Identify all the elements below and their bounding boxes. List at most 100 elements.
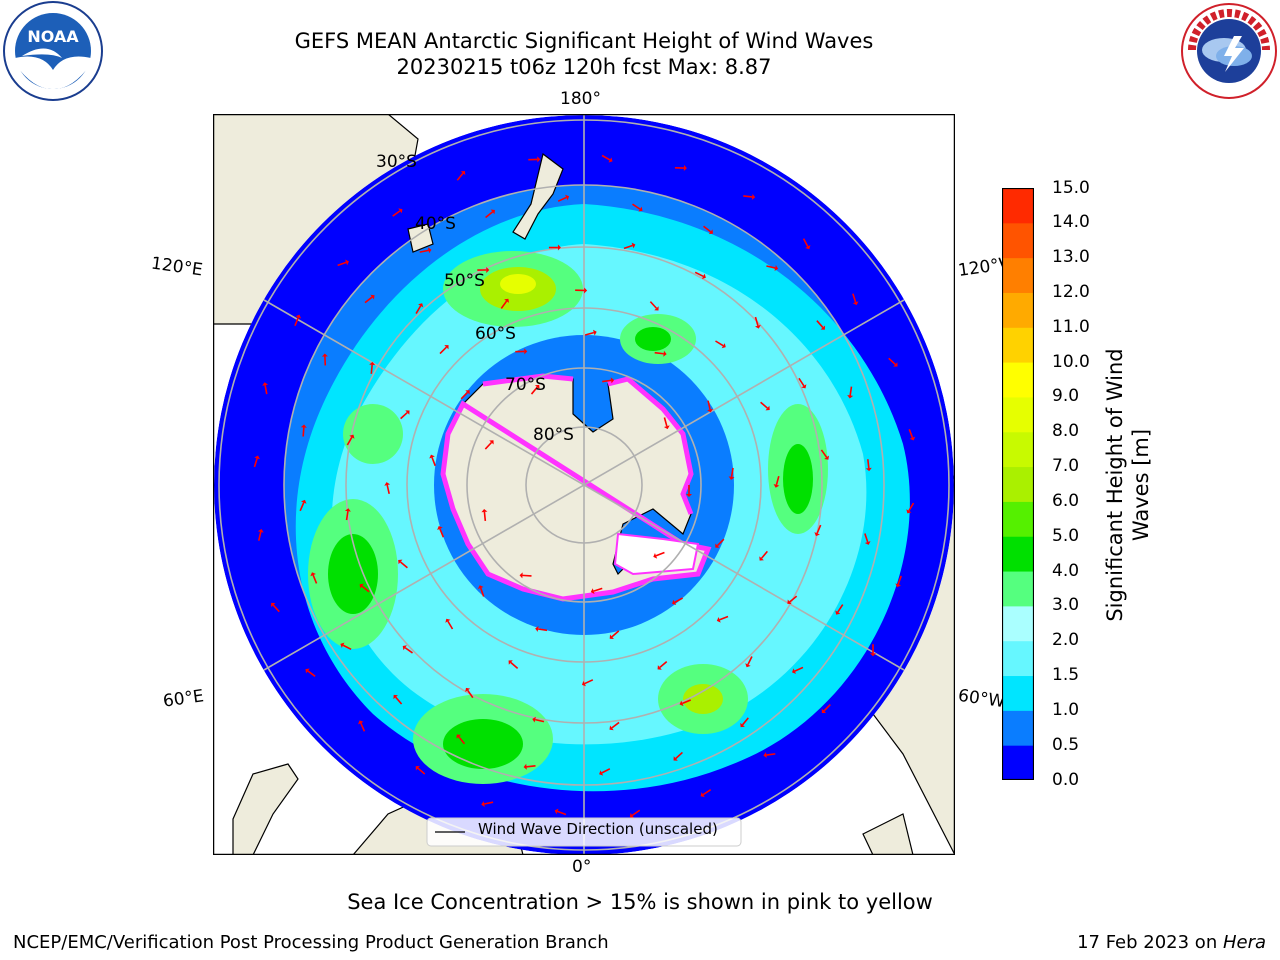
wave-direction-arrowhead: [300, 424, 307, 428]
footer-date: 17 Feb 2023 on Hera: [1077, 932, 1266, 953]
wave-direction-arrowhead: [537, 156, 541, 163]
colorbar-band: [1002, 292, 1034, 328]
lat-label-30s: 30°S: [376, 152, 417, 172]
wave-direction-arrowhead: [721, 343, 726, 349]
sea-ice-caption: Sea Ice Concentration > 15% is shown in …: [347, 890, 933, 914]
wave-direction-arrow: [361, 585, 370, 593]
chart-subtitle: 20230215 t06z 120h fcst Max: 8.87: [396, 55, 772, 79]
chart-title: GEFS MEAN Antarctic Significant Height o…: [294, 29, 874, 53]
wave-direction-arrow: [415, 305, 422, 314]
wave-direction-arrow: [526, 765, 536, 768]
wave-direction-arrow: [789, 595, 798, 603]
wave-direction-arrowhead: [805, 245, 811, 250]
wave-direction-arrowhead: [893, 362, 898, 367]
wave-direction-arrowhead: [534, 384, 540, 390]
colorbar-band: [1002, 188, 1034, 224]
wave-direction-arrow: [447, 620, 454, 630]
wave-direction-arrowhead: [444, 345, 449, 350]
legend-text: Wind Wave Direction (unscaled): [478, 820, 718, 838]
wave-direction-arrowhead: [673, 756, 678, 761]
wave-direction-arrow: [460, 391, 469, 400]
wave-direction-arrowhead: [489, 440, 494, 445]
wave-direction-arrowhead: [728, 476, 735, 480]
wave-direction-arrow: [675, 751, 683, 760]
wave-direction-arrow: [655, 551, 665, 557]
wave-direction-arrow: [530, 386, 538, 395]
colorbar-tick-label: 3.0: [1052, 595, 1080, 616]
wave-direction-arrow: [439, 346, 447, 355]
wave-direction-arrowhead: [864, 541, 871, 545]
wave-direction-arrowhead: [835, 610, 841, 615]
wave-direction-arrow: [346, 436, 353, 446]
wave-direction-arrow: [312, 574, 318, 584]
lat-label-80s: 80°S: [533, 425, 574, 445]
wave-direction-arrow: [364, 296, 373, 304]
wave-direction-arrow: [264, 385, 268, 395]
wave-direction-arrow: [694, 271, 704, 278]
wave-direction-arrow: [522, 574, 532, 577]
wave-direction-arrowhead: [415, 765, 420, 771]
colorbar-tick-label: 13.0: [1052, 247, 1090, 268]
colorbar-tick-label: 9.0: [1052, 386, 1080, 407]
wave-direction-arrowhead: [609, 634, 614, 640]
wave-direction-arrowhead: [745, 663, 751, 668]
wave-direction-arrow: [601, 154, 611, 161]
wave-direction-arrow: [715, 340, 724, 347]
wave-direction-arrowhead: [465, 687, 471, 692]
wave-direction-arrowhead: [532, 716, 536, 723]
wave-direction-arrowhead: [369, 361, 376, 366]
wave-direction-arrow: [439, 528, 445, 538]
wave-direction-arrowhead: [295, 314, 302, 319]
wave-direction-arrow: [707, 400, 711, 410]
wave-direction-arrow: [370, 364, 373, 374]
wave-direction-arrowhead: [310, 572, 316, 577]
wave-direction-arrow: [730, 467, 734, 478]
colorbar-tick-label: 5.0: [1052, 525, 1080, 546]
wave-direction-arrowhead: [554, 808, 559, 815]
lon-label-60e: 60°E: [161, 686, 206, 712]
wave-direction-arrowhead: [740, 722, 745, 728]
wave-direction-arrowhead: [759, 556, 764, 561]
colorbar-tick-label: 0.5: [1052, 734, 1080, 755]
wave-direction-arrowhead: [398, 559, 403, 565]
wave-direction-arrow: [557, 196, 567, 202]
wave-direction-arrowhead: [584, 287, 588, 294]
wave-direction-arrow: [395, 696, 403, 705]
wave-direction-arrowhead: [672, 599, 677, 605]
wave-direction-arrowhead: [824, 455, 830, 460]
wave-direction-arrow: [500, 300, 508, 309]
wave-direction-arrowhead: [700, 792, 705, 798]
wave-direction-arrowhead: [486, 266, 490, 273]
wave-direction-arrowhead: [384, 482, 391, 486]
wave-direction-arrowhead: [716, 617, 721, 623]
wave-direction-arrow: [601, 768, 611, 774]
lon-label-180: 180°: [560, 89, 601, 109]
wave-direction-arrowhead: [477, 585, 484, 590]
wave-direction-arrow: [484, 801, 494, 805]
wave-direction-arrow: [632, 203, 641, 210]
wave-direction-arrowhead: [535, 625, 539, 632]
graticule: [218, 115, 950, 855]
colorbar-tick-label: 14.0: [1052, 212, 1090, 233]
wave-direction-arrow: [654, 351, 664, 355]
wave-direction-arrow: [602, 379, 612, 383]
lat-label-50s: 50°S: [444, 271, 485, 291]
wave-direction-arrow: [467, 689, 474, 699]
wave-direction-arrow: [897, 575, 902, 585]
wave-direction-arrowhead: [609, 725, 614, 731]
wave-direction-arrow: [849, 386, 853, 396]
colorbar-tick-label: 7.0: [1052, 456, 1080, 477]
wave-direction-arrow: [557, 810, 567, 816]
wave-direction-arrowhead: [300, 499, 307, 504]
wave-direction-arrowhead: [460, 170, 466, 176]
wave-direction-arrowhead: [398, 208, 403, 214]
wave-direction-arrow: [272, 604, 280, 613]
wave-direction-arrowhead: [504, 298, 510, 303]
nws-logo: [1180, 2, 1278, 100]
land-new-zealand: [512, 152, 564, 240]
wave-direction-arrow: [867, 459, 870, 469]
noaa-logo: NOAA: [3, 1, 103, 101]
colorbar-tick-label: 0.0: [1052, 769, 1080, 790]
wave-direction-arrowhead: [254, 455, 261, 460]
colorbar-band: [1002, 710, 1034, 746]
